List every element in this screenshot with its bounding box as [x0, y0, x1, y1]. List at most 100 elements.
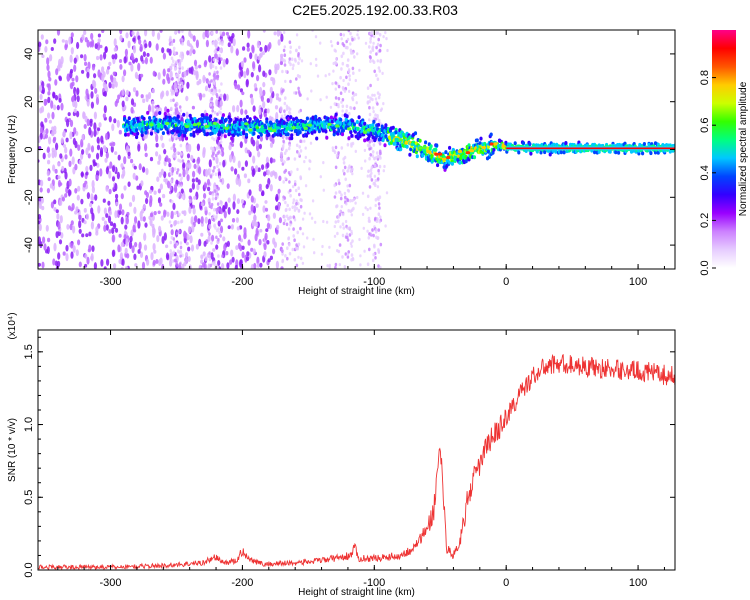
- noise-blob: [371, 138, 374, 143]
- noise-blob: [137, 143, 141, 152]
- noise-blob: [377, 168, 380, 173]
- noise-blob: [358, 68, 361, 72]
- noise-blob: [189, 33, 194, 39]
- noise-blob: [178, 212, 181, 217]
- noise-blob: [241, 91, 245, 96]
- noise-blob: [285, 136, 289, 140]
- noise-blob: [186, 234, 190, 241]
- noise-blob: [272, 158, 276, 163]
- noise-blob: [280, 33, 284, 42]
- noise-blob: [219, 178, 223, 183]
- noise-blob: [336, 249, 339, 253]
- noise-blob: [340, 37, 343, 41]
- snr-frame: [37, 329, 676, 571]
- noise-blob: [221, 31, 226, 37]
- noise-blob: [263, 171, 267, 177]
- noise-blob: [241, 251, 245, 259]
- noise-blob: [217, 37, 221, 42]
- noise-blob: [366, 86, 370, 90]
- noise-blob: [113, 38, 117, 47]
- noise-blob: [39, 132, 43, 140]
- noise-blob: [156, 176, 160, 182]
- noise-blob: [213, 110, 217, 115]
- ridge-core: [149, 123, 154, 127]
- noise-blob: [219, 31, 222, 35]
- noise-blob: [81, 69, 85, 74]
- noise-blob: [213, 81, 216, 86]
- noise-blob: [93, 122, 97, 131]
- noise-blob: [71, 156, 75, 165]
- noise-blob: [41, 87, 46, 95]
- noise-blob: [57, 162, 61, 167]
- noise-blob: [339, 190, 342, 194]
- noise-blob: [149, 212, 154, 218]
- noise-blob: [257, 151, 261, 158]
- noise-blob: [337, 178, 341, 183]
- noise-blob: [74, 163, 78, 171]
- ridge-point: [564, 141, 568, 145]
- noise-blob: [118, 259, 122, 264]
- noise-blob: [263, 243, 267, 251]
- noise-blob: [97, 33, 101, 38]
- noise-blob: [331, 148, 335, 152]
- noise-blob: [221, 263, 225, 269]
- noise-blob: [258, 143, 262, 150]
- noise-blob: [175, 51, 179, 56]
- noise-blob: [300, 59, 304, 63]
- noise-blob: [172, 38, 176, 43]
- noise-blob: [191, 105, 195, 110]
- noise-blob: [118, 233, 122, 238]
- noise-blob: [127, 155, 131, 159]
- noise-blob: [132, 87, 137, 93]
- ridge-point: [392, 141, 396, 146]
- ridge-point: [332, 132, 336, 137]
- noise-blob: [281, 242, 285, 246]
- noise-blob: [354, 201, 357, 205]
- noise-blob: [184, 252, 189, 259]
- noise-blob: [337, 219, 340, 224]
- noise-blob: [219, 225, 224, 234]
- noise-blob: [374, 255, 377, 260]
- noise-blob: [366, 95, 370, 99]
- noise-blob: [170, 88, 173, 93]
- ridge-point: [146, 110, 150, 115]
- noise-blob: [238, 178, 242, 187]
- noise-blob: [220, 82, 223, 86]
- ridge-point: [176, 114, 180, 119]
- noise-blob: [179, 143, 183, 148]
- noise-blob: [173, 147, 177, 153]
- noise-blob: [319, 98, 322, 102]
- noise-blob: [100, 259, 104, 267]
- noise-blob: [280, 114, 284, 118]
- noise-blob: [38, 41, 42, 48]
- noise-blob: [89, 118, 93, 124]
- noise-blob: [81, 134, 85, 141]
- noise-blob: [350, 244, 353, 248]
- noise-blob: [169, 167, 172, 172]
- ridge-point: [289, 115, 293, 120]
- noise-blob: [50, 100, 54, 109]
- noise-blob: [266, 108, 270, 114]
- noise-blob: [178, 173, 182, 177]
- noise-blob: [175, 60, 178, 64]
- ridge-core: [442, 157, 447, 161]
- noise-blob: [215, 210, 219, 215]
- ridge-point: [562, 150, 566, 155]
- noise-blob: [111, 249, 115, 258]
- noise-blob: [371, 154, 375, 158]
- ridge-point: [135, 128, 139, 133]
- noise-blob: [371, 59, 375, 63]
- ridge-point: [435, 143, 439, 148]
- noise-blob: [342, 51, 345, 56]
- noise-blob: [180, 81, 184, 86]
- noise-blob: [209, 263, 213, 268]
- noise-blob: [75, 75, 79, 83]
- noise-blob: [78, 261, 82, 268]
- noise-blob: [210, 252, 214, 260]
- ridge-point: [124, 132, 128, 137]
- ridge-point: [405, 144, 409, 149]
- noise-blob: [269, 157, 273, 164]
- noise-blob: [173, 258, 177, 263]
- noise-blob: [66, 73, 70, 82]
- noise-blob: [237, 84, 241, 91]
